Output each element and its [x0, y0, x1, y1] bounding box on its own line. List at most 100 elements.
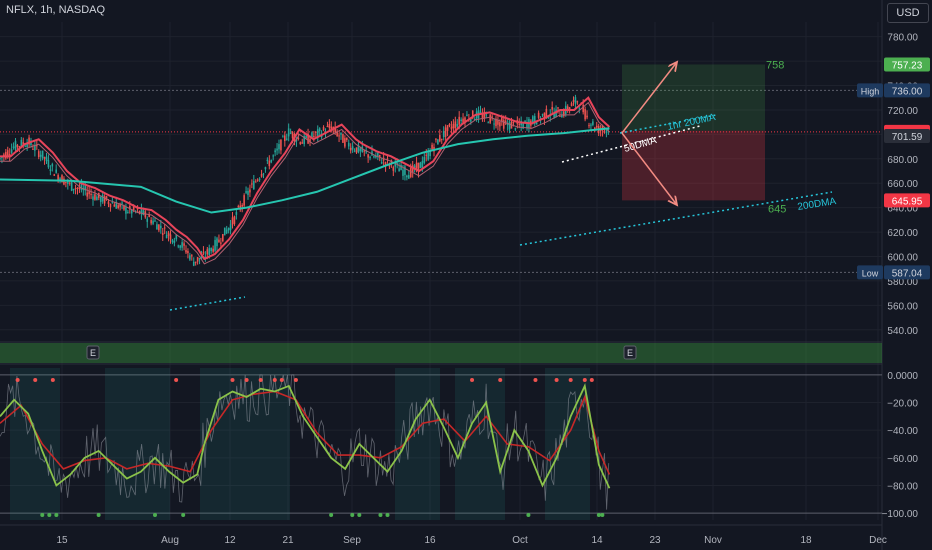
overbought-dot [15, 378, 20, 382]
candle-body [105, 196, 108, 200]
candle-body [65, 181, 67, 183]
candle-body [127, 211, 129, 213]
high-label-tag [857, 83, 883, 98]
candle-body [305, 135, 307, 139]
overbought-dot [174, 378, 179, 382]
candle-body [444, 127, 447, 137]
candle-body [117, 205, 119, 209]
candle-body [37, 151, 40, 158]
overbought-dot [244, 378, 249, 382]
candle-body [78, 186, 81, 189]
time-tick-label: 12 [224, 535, 236, 546]
candle-body [502, 120, 505, 129]
oscillator-panel [0, 368, 882, 520]
time-tick-label: 15 [56, 535, 68, 546]
candle-body [439, 135, 441, 142]
osc-tick-label: −100.00 [882, 509, 919, 520]
candle-body [243, 195, 245, 206]
oversold-dot [378, 513, 383, 517]
candle-body [121, 202, 123, 204]
take-profit-zone[interactable] [622, 64, 765, 131]
candle-body [355, 147, 358, 153]
candle-body [599, 129, 602, 131]
candle-body [470, 118, 472, 122]
candle-body [336, 131, 338, 136]
oversold-dot [153, 513, 157, 517]
prev-price-label-box [884, 129, 930, 144]
candle-body [284, 135, 286, 142]
currency-button[interactable]: USD [887, 3, 929, 23]
price-tick-label: 580.00 [887, 277, 918, 288]
candle-body [130, 210, 133, 214]
candle-body [561, 115, 563, 118]
candle-body [113, 204, 116, 207]
candle-body [268, 160, 271, 167]
candle-body [437, 139, 439, 145]
candle-body [464, 117, 466, 123]
candle-body [177, 245, 180, 247]
candle-body [506, 123, 509, 126]
overbought-dot [554, 378, 559, 382]
candle-body [479, 111, 482, 114]
candle-body [369, 156, 371, 159]
candle-body [400, 164, 402, 170]
candle-body [510, 122, 513, 129]
candle-body [406, 175, 408, 178]
candle-body [377, 153, 379, 157]
candle-body [218, 239, 220, 243]
low-label-tag [857, 265, 883, 280]
candle-body [349, 147, 352, 151]
candle-body [493, 123, 495, 125]
candle-body [504, 120, 507, 124]
candle-body [225, 229, 228, 234]
overbought-dot [279, 378, 284, 382]
candle-body [123, 205, 125, 210]
candle-body [460, 119, 462, 122]
candle-body [198, 258, 201, 260]
candle-body [338, 135, 340, 137]
candle-body [36, 145, 38, 147]
candle-body [417, 162, 420, 172]
stop-loss-zone[interactable] [622, 130, 765, 201]
osc-tick-label: 0.0000 [887, 371, 918, 382]
candle-body [566, 106, 569, 111]
low-label-tag-label: Low [862, 268, 879, 278]
symbol-header[interactable]: NFLX, 1h, NASDAQ [6, 4, 106, 16]
earnings-marker-box[interactable] [86, 345, 100, 360]
overbought-dot [50, 378, 55, 382]
candle-body [6, 150, 9, 156]
candle-body [280, 139, 282, 151]
candle-body [282, 136, 284, 138]
downside-arrow [621, 132, 677, 205]
candle-body [588, 125, 590, 127]
candle-body [41, 150, 44, 159]
candle-body [194, 261, 197, 263]
candle-body [295, 139, 298, 142]
candle-body [247, 190, 249, 195]
candle-body [5, 152, 7, 159]
candle-body [222, 234, 224, 242]
candle-body [291, 131, 294, 139]
candle-body [181, 242, 183, 248]
candle-body [413, 165, 416, 169]
candle-body [574, 97, 577, 104]
earnings-marker-box[interactable] [623, 345, 637, 360]
price-tick-label: 600.00 [887, 253, 918, 264]
candle-body [315, 131, 317, 133]
candle-body [129, 205, 131, 210]
candle-body [161, 233, 164, 235]
overbought-dot [582, 378, 587, 382]
candle-body [563, 111, 565, 117]
high-label-value: 736.00 [892, 86, 923, 97]
candle-body [125, 207, 127, 214]
candle-body [115, 202, 118, 209]
200dma-label: 200DMA [797, 196, 837, 213]
candle-body [419, 162, 422, 169]
candle-body [313, 135, 315, 137]
high-label-tag-label: High [861, 86, 880, 96]
candle-body [49, 169, 52, 171]
candle-body [344, 138, 346, 147]
candle-body [340, 132, 342, 135]
